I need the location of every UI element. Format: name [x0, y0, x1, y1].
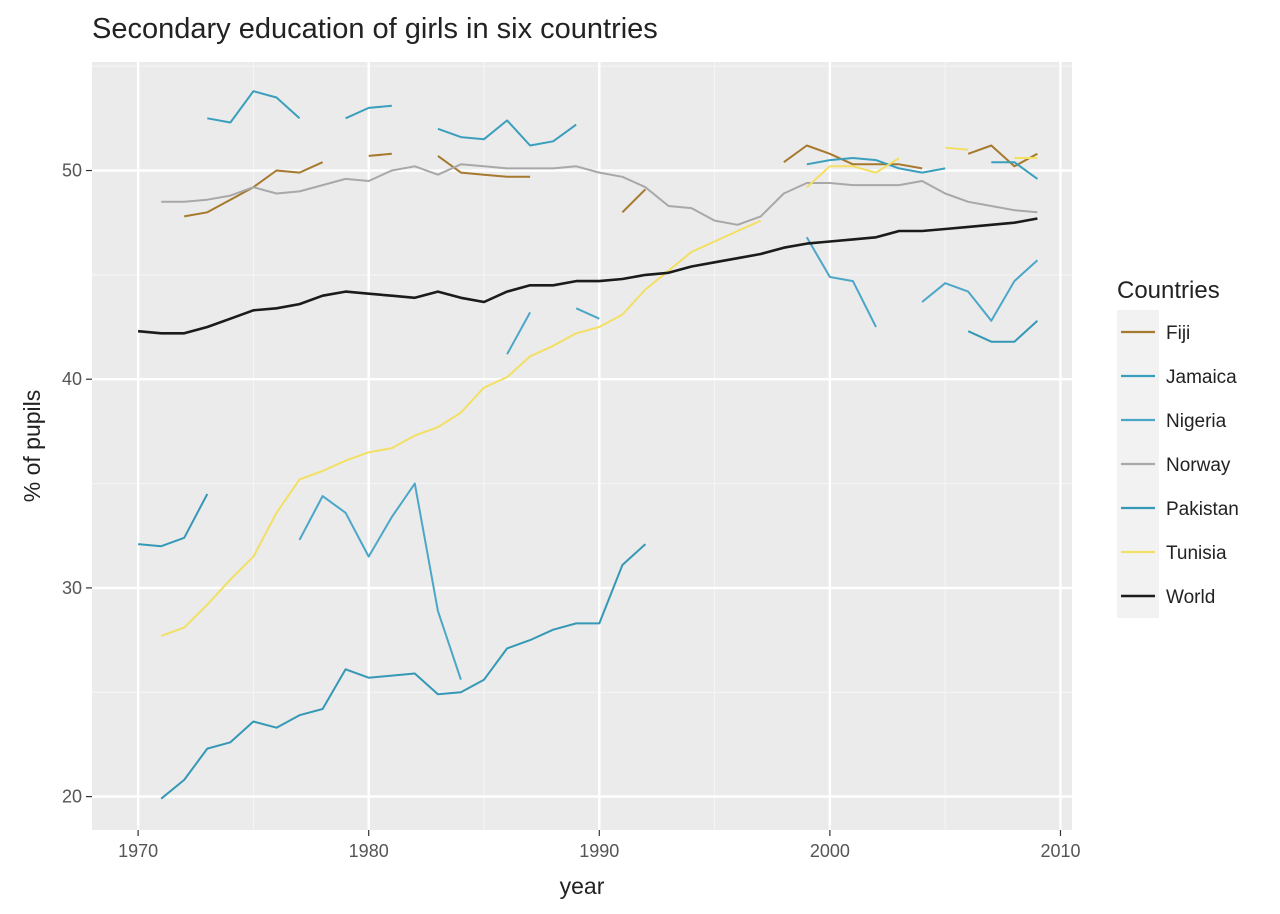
x-tick-label: 2010	[1040, 841, 1080, 861]
y-tick-label: 40	[62, 369, 82, 389]
legend: Countries Fiji Jamaica Nigeria Norway Pakist…	[1117, 277, 1239, 618]
series-layer	[137, 90, 1039, 800]
x-tick-label: 1990	[579, 841, 619, 861]
y-tick-label: 20	[62, 787, 82, 807]
grid-lines	[92, 62, 1072, 830]
series-line-norway	[161, 163, 1038, 226]
y-tick-label: 50	[62, 161, 82, 181]
y-tick-label: 30	[62, 578, 82, 598]
x-tick-label: 1980	[349, 841, 389, 861]
legend-label-jamaica: Jamaica	[1166, 367, 1237, 388]
legend-label-fiji: Fiji	[1166, 323, 1190, 344]
legend-label-nigeria: Nigeria	[1166, 411, 1227, 432]
y-axis-title: % of pupils	[19, 390, 45, 503]
legend-label-world: World	[1166, 587, 1215, 608]
legend-label-norway: Norway	[1166, 455, 1231, 476]
legend-label-tunisia: Tunisia	[1166, 543, 1227, 564]
series-line-world	[137, 217, 1038, 335]
x-tick-label: 2000	[810, 841, 850, 861]
x-tick-label: 1970	[118, 841, 158, 861]
axes: 1970 1980 1990 2000 2010 20 30 40 50	[62, 161, 1081, 861]
chart-title: Secondary education of girls in six coun…	[92, 13, 658, 45]
x-axis-title: year	[560, 873, 605, 899]
plot-panel	[92, 62, 1072, 830]
series-line-tunisia	[160, 146, 1038, 637]
series-line-nigeria	[298, 236, 1039, 681]
legend-title: Countries	[1117, 277, 1220, 304]
series-line-pakistan	[138, 320, 1039, 800]
series-line-jamaica	[207, 90, 1038, 180]
legend-label-pakistan: Pakistan	[1166, 499, 1239, 520]
